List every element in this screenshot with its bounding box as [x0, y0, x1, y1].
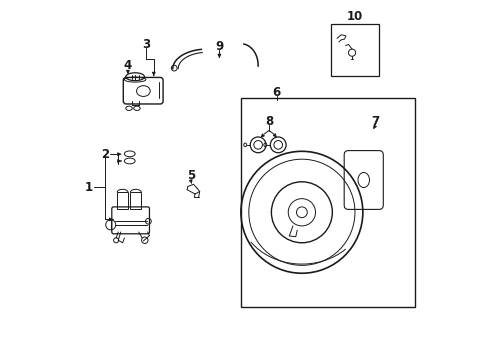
Text: 6: 6 — [272, 86, 280, 99]
Text: 5: 5 — [186, 169, 194, 182]
Bar — [241, 98, 414, 307]
Text: 8: 8 — [264, 116, 272, 129]
Text: 1: 1 — [84, 181, 92, 194]
Text: 2: 2 — [101, 148, 109, 161]
Bar — [117, 192, 128, 210]
Text: 7: 7 — [370, 116, 379, 129]
Text: 4: 4 — [123, 59, 132, 72]
Text: 10: 10 — [346, 10, 362, 23]
Bar — [130, 192, 141, 210]
Text: 3: 3 — [142, 38, 150, 51]
Text: 9: 9 — [215, 40, 223, 53]
Bar — [330, 24, 378, 76]
